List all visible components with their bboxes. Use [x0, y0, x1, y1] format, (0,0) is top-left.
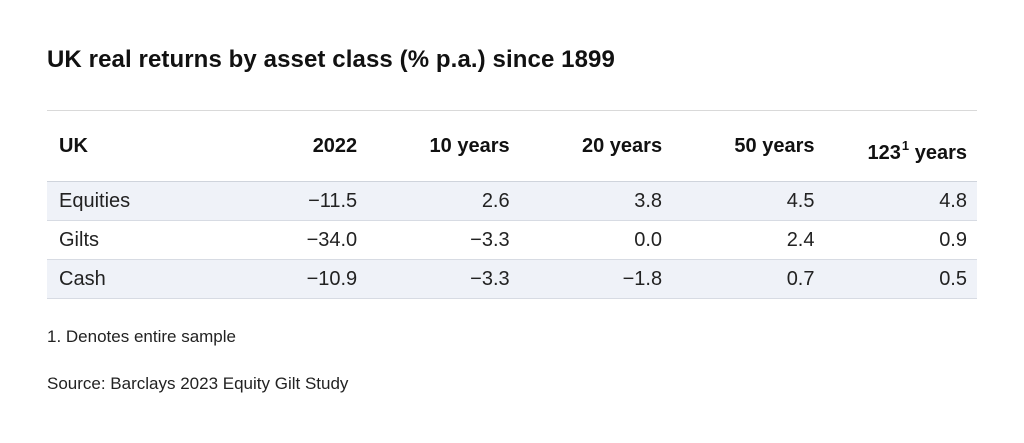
row-label: Cash	[59, 267, 106, 290]
returns-table: UK 2022 10 years 20 years 50 years 1231 …	[47, 110, 977, 299]
header-50-years: 50 years	[734, 134, 815, 157]
header-20-years: 20 years	[581, 134, 663, 157]
header-123-years: 1231 years	[815, 111, 978, 182]
cell-2022: −10.9	[306, 267, 358, 290]
cell-10-years: −3.3	[470, 228, 510, 251]
cell-50-years: 4.5	[786, 189, 815, 212]
source-note: Source: Barclays 2023 Equity Gilt Study	[47, 374, 349, 393]
footnote: 1. Denotes entire sample	[47, 327, 236, 346]
table-row-equities: Equities −11.5 2.6 3.8 4.5 4.8	[47, 181, 977, 221]
table-body: Equities −11.5 2.6 3.8 4.5 4.8 Gilts −34…	[47, 181, 977, 299]
header-row: UK 2022 10 years 20 years 50 years 1231 …	[47, 110, 978, 182]
cell-50-years: 2.4	[786, 228, 815, 251]
cell-123-years: 4.8	[939, 189, 967, 212]
cell-2022: −34.0	[306, 228, 358, 251]
cell-123-years: 0.5	[939, 267, 967, 290]
returns-table-container: UK 2022 10 years 20 years 50 years 1231 …	[47, 110, 977, 299]
table-row-cash: Cash −10.9 −3.3 −1.8 0.7 0.5	[47, 259, 977, 299]
cell-123-years: 0.9	[939, 228, 967, 251]
header-uk: UK	[59, 134, 88, 157]
cell-20-years: 3.8	[634, 189, 663, 212]
row-label: Gilts	[59, 228, 99, 251]
footnote-marker: 1	[901, 137, 910, 153]
header-2022: 2022	[312, 134, 358, 157]
cell-20-years: −1.8	[622, 267, 663, 290]
row-label: Equities	[59, 189, 131, 212]
header-123-suffix: years	[909, 141, 967, 164]
page-title: UK real returns by asset class (% p.a.) …	[47, 46, 615, 73]
header-10-years: 10 years	[429, 134, 510, 157]
header-123-number: 123	[867, 141, 901, 164]
cell-10-years: −3.3	[470, 267, 510, 290]
cell-2022: −11.5	[308, 189, 358, 212]
table-header: UK 2022 10 years 20 years 50 years 1231 …	[47, 110, 978, 182]
cell-20-years: 0.0	[634, 228, 663, 251]
cell-50-years: 0.7	[786, 267, 815, 290]
table-row-gilts: Gilts −34.0 −3.3 0.0 2.4 0.9	[47, 221, 977, 260]
cell-10-years: 2.6	[481, 189, 510, 212]
